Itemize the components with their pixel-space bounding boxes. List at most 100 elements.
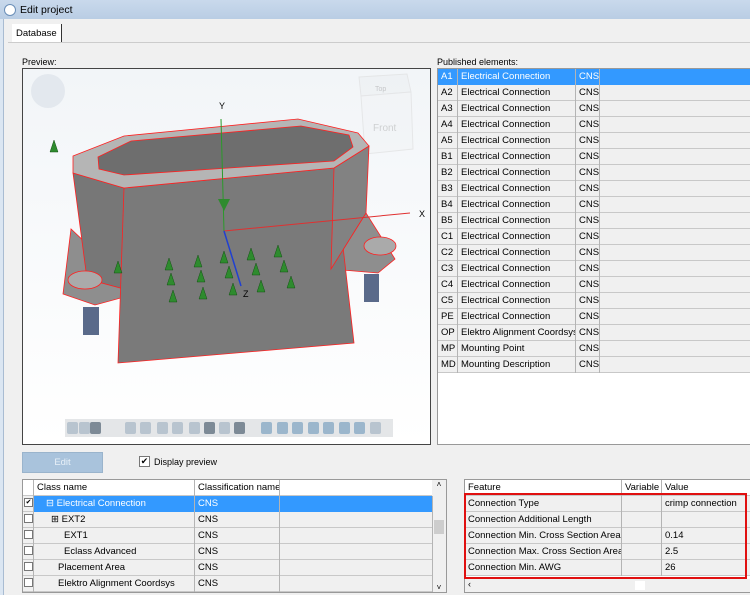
published-row[interactable]: C5 Electrical Connection CNS	[438, 293, 750, 309]
published-row[interactable]: C3 Electrical Connection CNS	[438, 261, 750, 277]
published-row[interactable]: C1 Electrical Connection CNS	[438, 229, 750, 245]
feature-row[interactable]: Connection Min. Cross Section Area 0.14	[465, 528, 750, 544]
header-value[interactable]: Value	[662, 480, 750, 496]
feature-value[interactable]: 2.5	[662, 544, 750, 560]
background-icon[interactable]	[204, 422, 215, 434]
checkbox-cell[interactable]	[23, 560, 34, 576]
view-iso7-icon[interactable]	[354, 422, 365, 434]
more-icon[interactable]	[370, 422, 381, 434]
shaded-edges-icon[interactable]	[90, 422, 101, 434]
view-iso5-icon[interactable]	[323, 422, 334, 434]
published-row[interactable]: C2 Electrical Connection CNS	[438, 245, 750, 261]
published-row[interactable]: A3 Electrical Connection CNS	[438, 101, 750, 117]
header-variable[interactable]: Variable	[622, 480, 662, 496]
hscroll-thumb[interactable]	[635, 581, 645, 590]
published-row[interactable]: B1 Electrical Connection CNS	[438, 149, 750, 165]
published-row[interactable]: OP Elektro Alignment Coordsys CNS	[438, 325, 750, 341]
view-toolbar[interactable]	[65, 419, 393, 437]
class-row[interactable]: EXT1 CNS	[23, 528, 433, 544]
scroll-thumb[interactable]	[434, 520, 444, 534]
3d-preview[interactable]: Top Front Y X Z	[22, 68, 431, 445]
class-row[interactable]: Elektro Alignment Coordsys CNS	[23, 576, 433, 592]
row-checkbox[interactable]	[24, 530, 33, 539]
row-checkbox[interactable]	[24, 578, 33, 587]
feature-value[interactable]: 0.14	[662, 528, 750, 544]
checkbox-cell[interactable]	[23, 512, 34, 528]
view-iso2-icon[interactable]	[277, 422, 288, 434]
published-row[interactable]: B5 Electrical Connection CNS	[438, 213, 750, 229]
element-name: Electrical Connection	[458, 101, 576, 117]
explode-icon[interactable]	[219, 422, 230, 434]
connection-marker-icon	[251, 262, 261, 276]
row-checkbox[interactable]: ✔	[24, 498, 33, 507]
class-row[interactable]: ⊞ EXT2 CNS	[23, 512, 433, 528]
element-classification: CNS	[576, 197, 600, 213]
element-blank	[600, 357, 750, 373]
header-class-name[interactable]: Class name	[34, 480, 195, 496]
tab-database[interactable]: Database	[12, 24, 62, 42]
scroll-left-icon[interactable]: ‹	[468, 579, 471, 589]
zoom-icon[interactable]	[125, 422, 136, 434]
class-row[interactable]: ✔ ⊟ Electrical Connection CNS	[23, 496, 433, 512]
published-row[interactable]: A4 Electrical Connection CNS	[438, 117, 750, 133]
feature-table: Feature Variable Value ‹ Connection Type…	[464, 479, 750, 593]
checkbox-cell[interactable]: ✔	[23, 496, 34, 512]
published-row[interactable]: PE Electrical Connection CNS	[438, 309, 750, 325]
wireframe-icon[interactable]	[67, 422, 78, 434]
element-blank	[600, 85, 750, 101]
connection-marker-icon	[228, 282, 238, 296]
class-table-scrollbar[interactable]: ˄ ˅	[432, 480, 446, 592]
navigation-wheel-icon[interactable]	[31, 74, 65, 108]
row-checkbox[interactable]	[24, 546, 33, 555]
feature-row[interactable]: Connection Additional Length	[465, 512, 750, 528]
feature-row[interactable]: Connection Min. AWG 26	[465, 560, 750, 576]
checkbox-cell[interactable]	[23, 544, 34, 560]
element-name: Electrical Connection	[458, 181, 576, 197]
checkbox-cell[interactable]	[23, 576, 34, 592]
view-iso3-icon[interactable]	[292, 422, 303, 434]
view-iso4-icon[interactable]	[308, 422, 319, 434]
scroll-down-icon[interactable]: ˅	[436, 583, 442, 592]
color-icon[interactable]	[234, 422, 245, 434]
measure-icon[interactable]	[172, 422, 183, 434]
published-row[interactable]: MD Mounting Description CNS	[438, 357, 750, 373]
class-name: Elektro Alignment Coordsys	[58, 578, 175, 589]
feature-value[interactable]	[662, 512, 750, 528]
view-iso1-icon[interactable]	[261, 422, 272, 434]
published-row[interactable]: B2 Electrical Connection CNS	[438, 165, 750, 181]
rotate-icon[interactable]	[140, 422, 151, 434]
published-row[interactable]: A5 Electrical Connection CNS	[438, 133, 750, 149]
published-row[interactable]: B3 Electrical Connection CNS	[438, 181, 750, 197]
blank-cell	[280, 512, 433, 528]
feature-value[interactable]: crimp connection	[662, 496, 750, 512]
feature-row[interactable]: Connection Max. Cross Section Area 2.5	[465, 544, 750, 560]
element-code: MP	[438, 341, 458, 357]
collapse-icon[interactable]: ⊟	[46, 498, 57, 509]
render-icon[interactable]	[189, 422, 200, 434]
view-iso6-icon[interactable]	[339, 422, 350, 434]
model-view[interactable]: Top Front Y X Z	[23, 69, 431, 445]
section-icon[interactable]	[157, 422, 168, 434]
published-row[interactable]: B4 Electrical Connection CNS	[438, 197, 750, 213]
class-row[interactable]: Eclass Advanced CNS	[23, 544, 433, 560]
scroll-up-icon[interactable]: ˄	[436, 480, 442, 489]
published-row[interactable]: A1 Electrical Connection CNS	[438, 69, 750, 85]
class-row[interactable]: Placement Area CNS	[23, 560, 433, 576]
feature-hscrollbar[interactable]: ‹	[465, 579, 750, 592]
published-row[interactable]: C4 Electrical Connection CNS	[438, 277, 750, 293]
shaded-icon[interactable]	[79, 422, 90, 434]
header-feature[interactable]: Feature	[465, 480, 622, 496]
checkbox-cell[interactable]	[23, 528, 34, 544]
feature-row[interactable]: Connection Type crimp connection	[465, 496, 750, 512]
header-classification-name[interactable]: Classification name	[195, 480, 280, 496]
element-classification: CNS	[576, 245, 600, 261]
display-preview-checkbox[interactable]: ✔	[139, 456, 150, 467]
published-row[interactable]: A2 Electrical Connection CNS	[438, 85, 750, 101]
expand-icon[interactable]: ⊞	[51, 514, 62, 525]
feature-value[interactable]: 26	[662, 560, 750, 576]
published-row[interactable]: MP Mounting Point CNS	[438, 341, 750, 357]
view-cube[interactable]: Top Front	[358, 73, 414, 155]
row-checkbox[interactable]	[24, 514, 33, 523]
row-checkbox[interactable]	[24, 562, 33, 571]
edit-button[interactable]: Edit	[22, 452, 103, 473]
